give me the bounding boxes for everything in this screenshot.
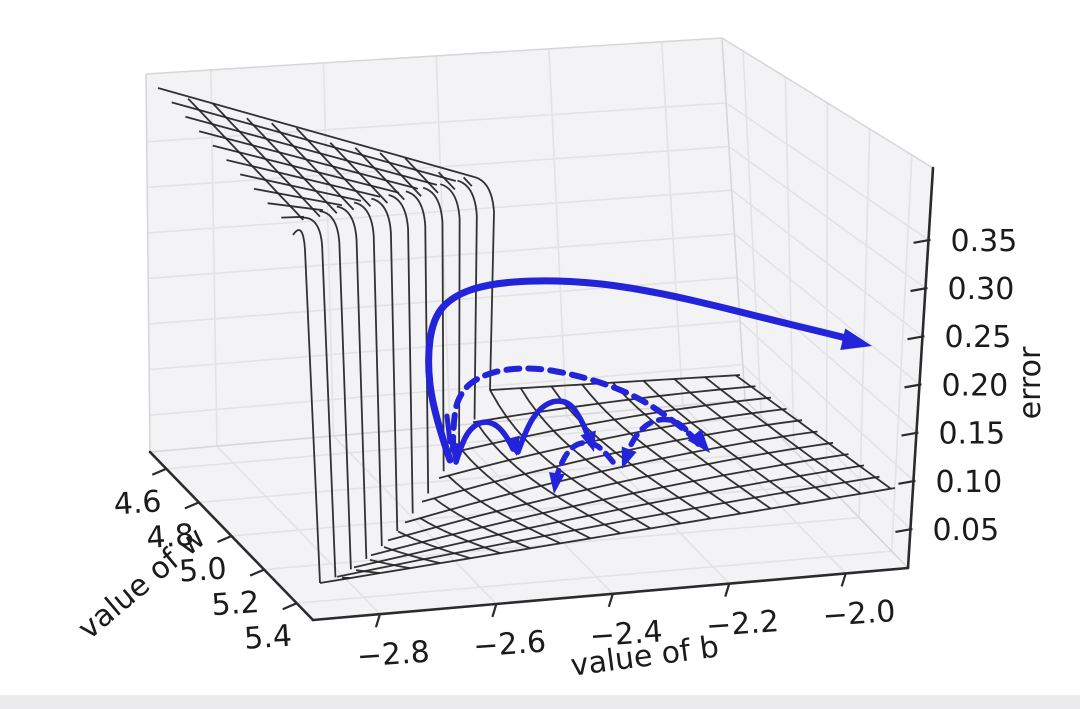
x-tick-label-1: −2.6	[472, 624, 547, 664]
y-tick-label-3: 5.2	[210, 585, 260, 623]
x-tick-label-4: −2.0	[821, 594, 896, 634]
bottom-strip	[0, 695, 1080, 709]
axis-ticks	[151, 238, 931, 628]
z-tick-label-2: 0.15	[938, 417, 1005, 452]
bounce-1-arrow	[453, 419, 516, 465]
bounce-2-arrow	[515, 398, 592, 455]
x-tick-label-2: −2.4	[589, 614, 664, 654]
z-tick-label-4: 0.25	[944, 320, 1011, 355]
bounce-back-1-arrow-head	[621, 446, 637, 469]
bounce-back-2-arrow	[552, 440, 616, 485]
z-tick-label-1: 0.10	[935, 465, 1002, 500]
overshoot-medium-arrow	[450, 365, 703, 453]
descent-arrow	[444, 413, 453, 445]
z-tick-label-6: 0.35	[951, 224, 1018, 259]
x-tick-label-3: −2.2	[705, 604, 780, 644]
bounce-back-2-arrow-head	[549, 472, 565, 494]
y-tick-label-1: 4.8	[145, 518, 195, 556]
y-tick-label-0: 4.6	[113, 484, 163, 522]
bounce-back-1-arrow	[623, 416, 701, 459]
gradient-descent-trajectory	[425, 277, 872, 494]
x-tick-label-0: −2.8	[356, 635, 431, 675]
z-tick-label-0: 0.05	[932, 513, 999, 548]
overshoot-large-arrow	[425, 277, 862, 464]
surface-wireframe	[157, 87, 896, 584]
overshoot-large-arrow-head	[840, 328, 872, 350]
z-tick-label-5: 0.30	[948, 272, 1015, 307]
z-axis-title: error	[1013, 346, 1048, 419]
z-tick-label-3: 0.20	[941, 368, 1008, 403]
bounce-2-arrow-head	[580, 430, 596, 452]
y-tick-label-4: 5.4	[243, 619, 293, 657]
y-tick-label-2: 5.0	[178, 551, 228, 589]
